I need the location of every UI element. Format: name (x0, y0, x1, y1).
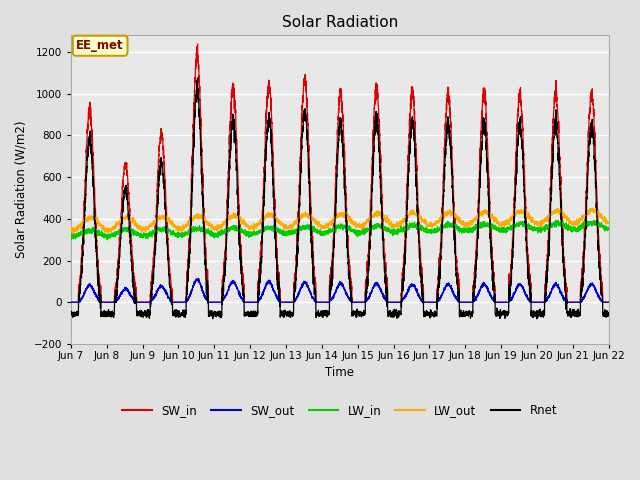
SW_out (605, 300, 612, 305)
Title: Solar Radiation: Solar Radiation (282, 15, 398, 30)
LW_in (103, 237, 111, 243)
LW_in (431, 226, 438, 232)
SW_out (164, 292, 172, 298)
Rnet (67, 311, 75, 316)
SW_out (460, 300, 468, 305)
LW_out (586, 205, 594, 211)
Rnet (194, 75, 202, 81)
SW_in (164, 224, 172, 229)
Rnet (604, 309, 612, 315)
LW_in (604, 226, 612, 232)
SW_in (194, 41, 202, 47)
Line: SW_out: SW_out (71, 278, 609, 302)
Rnet (605, 311, 612, 316)
SW_out (491, 299, 499, 305)
LW_out (491, 217, 499, 223)
SW_out (195, 276, 202, 281)
LW_in (491, 225, 499, 231)
SW_out (604, 300, 612, 305)
LW_out (604, 219, 612, 225)
Line: LW_in: LW_in (71, 220, 609, 240)
SW_out (431, 300, 438, 305)
LW_in (460, 230, 468, 236)
LW_in (67, 235, 75, 240)
SW_in (491, 283, 499, 288)
Line: Rnet: Rnet (71, 78, 609, 319)
X-axis label: Time: Time (325, 366, 355, 379)
LW_out (320, 223, 328, 228)
SW_in (460, 300, 468, 305)
Legend: SW_in, SW_out, LW_in, LW_out, Rnet: SW_in, SW_out, LW_in, LW_out, Rnet (118, 399, 562, 421)
LW_out (67, 226, 75, 232)
LW_out (164, 217, 172, 223)
LW_out (605, 219, 612, 225)
Rnet (533, 316, 541, 322)
SW_in (67, 300, 75, 305)
LW_in (605, 225, 612, 230)
LW_in (164, 229, 172, 235)
Y-axis label: Solar Radiation (W/m2): Solar Radiation (W/m2) (15, 121, 28, 258)
SW_in (604, 300, 612, 305)
Rnet (491, 290, 499, 296)
LW_out (431, 221, 438, 227)
SW_in (605, 300, 612, 305)
Line: LW_out: LW_out (71, 208, 609, 234)
SW_out (67, 300, 75, 305)
LW_in (320, 229, 328, 235)
Line: SW_in: SW_in (71, 44, 609, 302)
SW_in (320, 300, 328, 305)
LW_out (69, 231, 77, 237)
Rnet (320, 311, 328, 316)
Text: EE_met: EE_met (76, 39, 124, 52)
Rnet (431, 312, 438, 318)
Rnet (460, 313, 468, 319)
SW_in (431, 300, 438, 305)
LW_out (460, 222, 468, 228)
LW_in (554, 217, 562, 223)
SW_out (320, 300, 328, 305)
Rnet (164, 246, 172, 252)
